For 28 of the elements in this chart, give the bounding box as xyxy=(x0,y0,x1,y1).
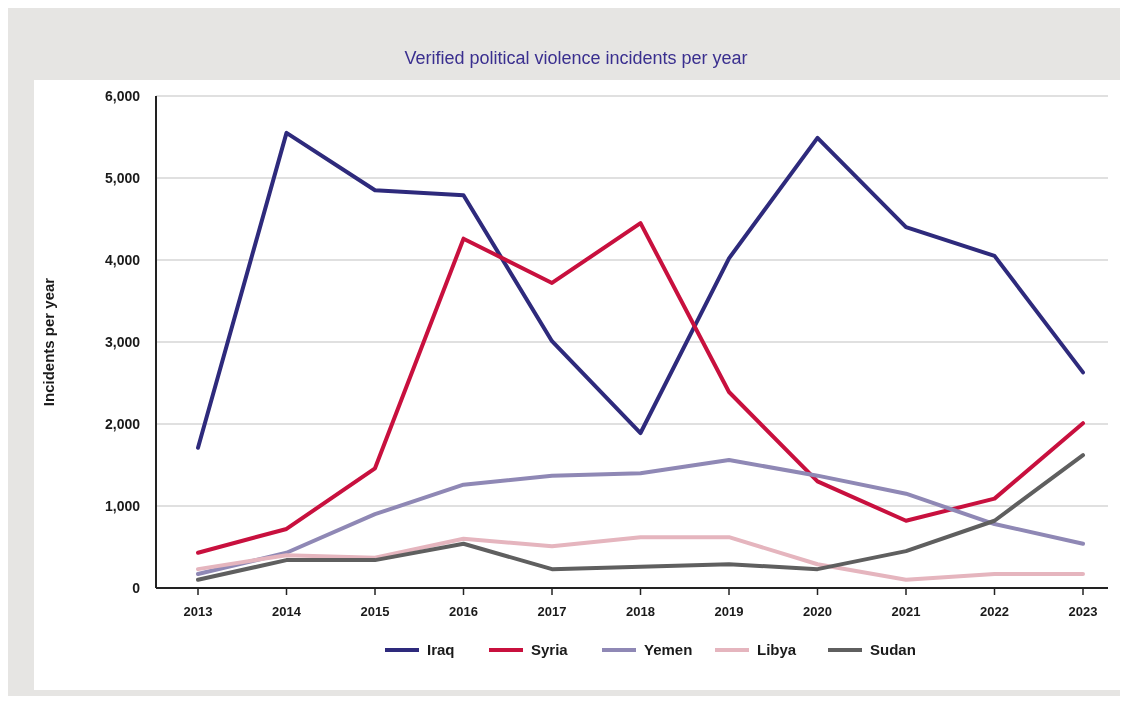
y-tick-label: 5,000 xyxy=(104,169,141,186)
x-tick-label: 2018 xyxy=(626,604,655,619)
chart-title: Verified political violence incidents per year xyxy=(404,48,748,68)
x-tick-label: 2023 xyxy=(1068,604,1098,619)
line-series xyxy=(196,130,1085,450)
x-tick-label: 2020 xyxy=(803,604,832,619)
x-tick-label: 2019 xyxy=(714,604,744,619)
x-tick-label: 2021 xyxy=(891,604,921,619)
y-tick-label: 2,000 xyxy=(104,415,141,432)
x-tick-label: 2017 xyxy=(537,604,567,619)
x-tick-label: 2022 xyxy=(980,604,1009,619)
x-tick-label: 2016 xyxy=(449,604,478,619)
legend-label: Syria xyxy=(531,641,569,659)
legend-label: Sudan xyxy=(870,641,916,659)
legend-label: Libya xyxy=(757,641,797,659)
y-tick-label: 6,000 xyxy=(104,87,141,104)
x-tick-label: 2014 xyxy=(272,604,302,619)
legend-label: Iraq xyxy=(427,641,455,659)
y-tick-label: 1,000 xyxy=(104,497,141,514)
y-tick-label: 0 xyxy=(132,579,141,596)
x-tick-label: 2015 xyxy=(360,604,390,619)
y-tick-label: 4,000 xyxy=(104,251,141,268)
y-axis-title: Incidents per year xyxy=(40,277,57,407)
legend-label: Yemen xyxy=(644,641,693,659)
x-tick-label: 2013 xyxy=(183,604,213,619)
line-series xyxy=(196,221,1085,555)
y-tick-label: 3,000 xyxy=(104,333,141,350)
line-series xyxy=(196,535,1085,582)
